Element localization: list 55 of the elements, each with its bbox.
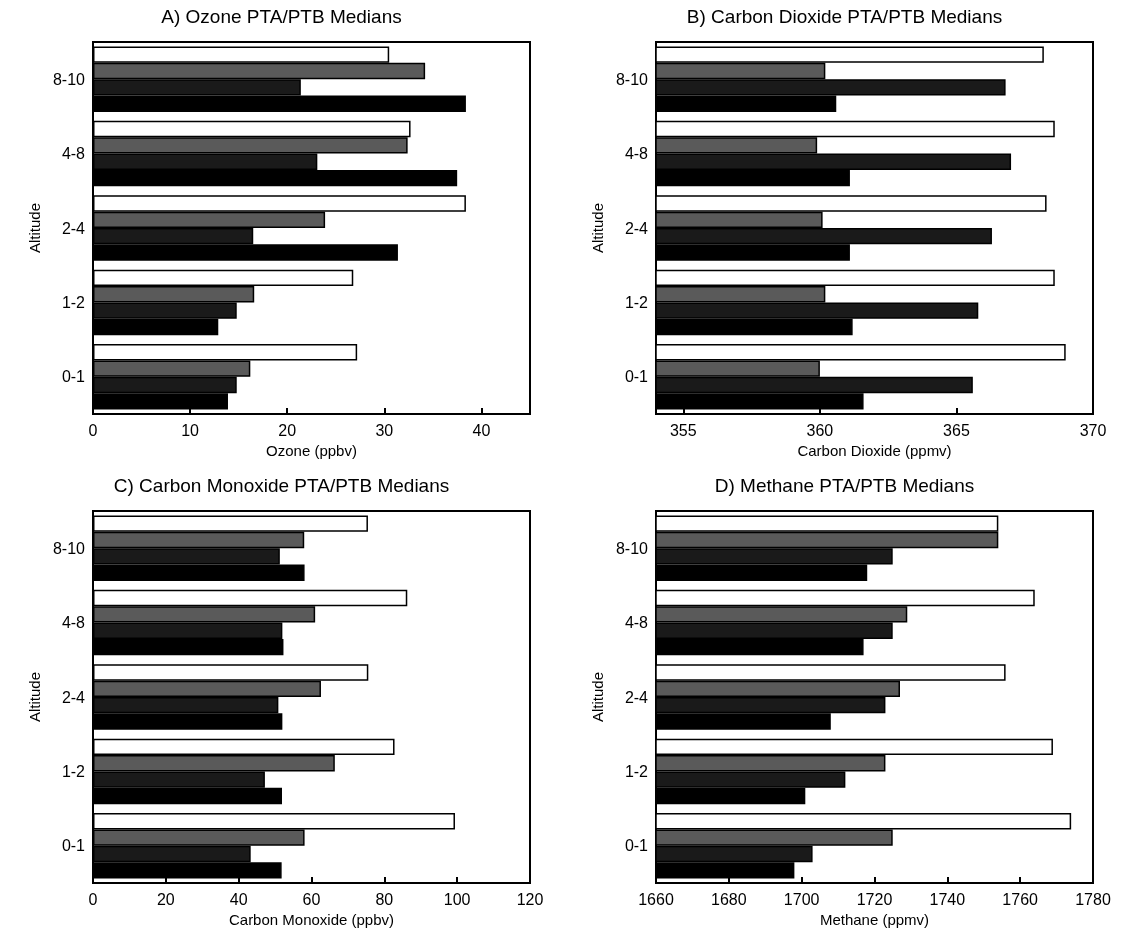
y-tick-label: 1-2 (61, 293, 86, 311)
x-axis-title: Carbon Dioxide (ppmv) (797, 441, 952, 459)
x-tick-label: 1760 (1002, 890, 1039, 908)
x-tick-label: 1680 (711, 890, 747, 908)
chart-title: D) Methane PTA/PTB Medians (714, 475, 975, 496)
y-tick-label: 0-1 (624, 368, 649, 386)
y-tick-label: 0-1 (61, 368, 86, 386)
x-tick-label: 360 (806, 421, 834, 439)
x-axis-title: Methane (ppmv) (819, 910, 930, 928)
x-tick-label: 365 (943, 421, 970, 439)
y-tick-label: 2-4 (61, 219, 86, 237)
x-tick-label: 20 (156, 890, 175, 908)
y-axis-title: Altitude (589, 671, 607, 723)
y-tick-label: 4-8 (61, 145, 86, 163)
x-tick-label: 20 (278, 421, 297, 439)
y-axis-title: Altitude (26, 202, 44, 254)
y-tick-label: 1-2 (624, 762, 649, 780)
y-tick-label: 8-10 (52, 70, 86, 88)
x-tick-label: 1700 (783, 890, 820, 908)
x-axis-title: Carbon Monoxide (ppbv) (228, 910, 395, 928)
x-axis-title: Ozone (ppbv) (266, 441, 357, 459)
y-tick-label: 8-10 (615, 70, 649, 88)
x-tick-label: 100 (443, 890, 471, 908)
x-tick-label: 1740 (929, 890, 966, 908)
x-tick-label: 1660 (638, 890, 674, 908)
chart-title: B) Carbon Dioxide PTA/PTB Medians (686, 6, 1003, 27)
chart-title: C) Carbon Monoxide PTA/PTB Medians (113, 475, 450, 496)
y-tick-label: 2-4 (624, 219, 649, 237)
x-tick-label: 30 (375, 421, 394, 439)
chart-title: A) Ozone PTA/PTB Medians (161, 6, 402, 27)
y-axis-title: Altitude (589, 202, 607, 254)
y-tick-label: 1-2 (624, 293, 649, 311)
x-tick-label: 120 (516, 890, 544, 908)
x-tick-label: 40 (229, 890, 248, 908)
y-tick-label: 2-4 (61, 688, 86, 706)
x-tick-label: 370 (1079, 421, 1107, 439)
y-tick-label: 0-1 (61, 837, 86, 855)
x-tick-label: 0 (88, 890, 98, 908)
y-tick-label: 8-10 (52, 539, 86, 557)
y-tick-label: 2-4 (624, 688, 649, 706)
x-tick-label: 355 (669, 421, 697, 439)
x-tick-label: 0 (88, 421, 98, 439)
y-axis-title: Altitude (26, 671, 44, 723)
x-tick-label: 1720 (856, 890, 893, 908)
y-tick-label: 8-10 (615, 539, 649, 557)
y-tick-label: 4-8 (624, 145, 649, 163)
y-tick-label: 4-8 (61, 614, 86, 632)
x-tick-label: 80 (375, 890, 394, 908)
y-tick-label: 0-1 (624, 837, 649, 855)
x-tick-label: 1780 (1075, 890, 1111, 908)
x-tick-label: 40 (472, 421, 491, 439)
y-tick-label: 4-8 (624, 614, 649, 632)
x-tick-label: 60 (302, 890, 321, 908)
x-tick-label: 10 (181, 421, 200, 439)
y-tick-label: 1-2 (61, 762, 86, 780)
